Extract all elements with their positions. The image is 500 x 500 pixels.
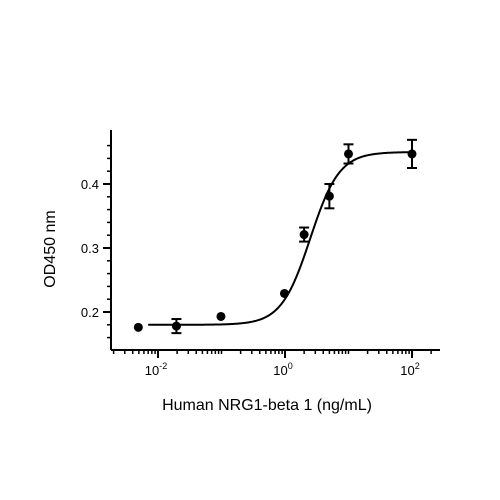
y-axis-title: OD450 nm xyxy=(42,210,59,287)
data-point xyxy=(344,149,353,159)
x-axis-title: Human NRG1-beta 1 (ng/mL) xyxy=(162,397,372,414)
x-ticks: 10-2 100 102 xyxy=(112,350,432,378)
y-tick-label: 0.3 xyxy=(81,241,99,256)
data-point xyxy=(324,191,334,201)
error-bars xyxy=(171,138,417,335)
data-point xyxy=(299,230,309,240)
y-tick-label: 0.2 xyxy=(81,305,99,320)
data-points xyxy=(133,149,417,332)
data-point xyxy=(171,321,181,331)
data-point xyxy=(133,322,143,332)
x-tick-label: 102 xyxy=(400,361,419,378)
data-point xyxy=(216,311,226,321)
x-tick-label: 10-2 xyxy=(145,361,167,378)
data-point xyxy=(279,288,289,298)
x-tick-label: 100 xyxy=(273,361,292,378)
fit-curve xyxy=(148,151,415,326)
y-ticks: 0.2 0.3 0.4 xyxy=(81,144,111,339)
data-point xyxy=(407,149,417,159)
y-tick-label: 0.4 xyxy=(81,177,99,192)
